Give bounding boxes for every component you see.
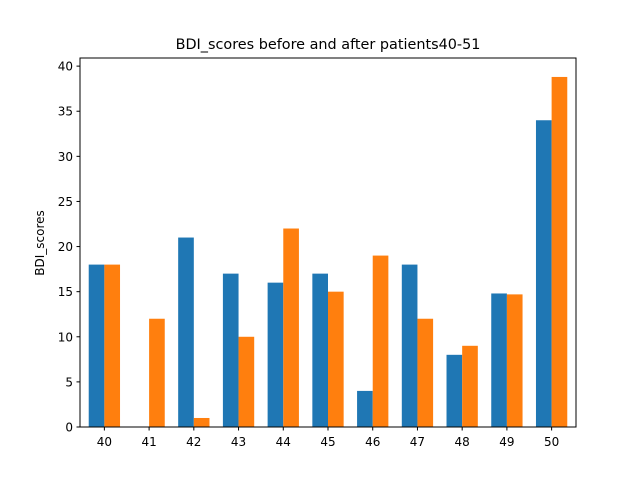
- y-tick-label: 0: [65, 421, 73, 435]
- bar-series1-47: [401, 264, 418, 427]
- bar-series1-40: [88, 264, 105, 427]
- y-tick-label: 40: [58, 60, 73, 74]
- bar-series1-42: [178, 237, 194, 427]
- bar-series2-47: [417, 318, 434, 427]
- bar-series2-45: [328, 291, 344, 427]
- x-tick-label: 45: [320, 435, 335, 449]
- plot-area: 40 41 42 43 44 45 46 47 48 49 50 0 5 10 15 20 25 30 35 40: [58, 57, 577, 449]
- chart-title: BDI_scores before and after patients40-5…: [176, 37, 481, 53]
- bar-series1-48: [446, 354, 463, 427]
- bar-series2-42: [193, 417, 210, 427]
- bar-series2-41: [149, 318, 165, 427]
- bar-series1-43: [222, 273, 239, 427]
- bar-series2-40: [104, 264, 121, 427]
- bar-series2-43: [238, 336, 255, 427]
- y-tick-label: 10: [58, 330, 73, 344]
- y-tick-label: 15: [58, 285, 73, 299]
- plot-frame: [79, 57, 577, 428]
- x-tick-label: 48: [455, 435, 470, 449]
- y-tick-label: 25: [58, 195, 73, 209]
- y-tick-label: 35: [58, 105, 73, 119]
- y-axis-label: BDI_scores: [33, 210, 47, 276]
- bar-series1-45: [312, 273, 328, 427]
- x-tick-label: 49: [499, 435, 514, 449]
- bar-series2-44: [283, 228, 299, 427]
- y-tick-label: 5: [65, 375, 73, 389]
- bar-series1-44: [267, 282, 284, 427]
- x-tick-label: 42: [186, 435, 201, 449]
- x-tick-label: 46: [365, 435, 380, 449]
- bar-series2-46: [372, 255, 389, 427]
- x-tick-label: 47: [410, 435, 425, 449]
- y-tick-label: 20: [58, 240, 73, 254]
- bar-series2-49: [506, 294, 523, 427]
- bar-series1-46: [357, 390, 373, 427]
- bar-series1-49: [491, 293, 507, 427]
- x-tick-label: 43: [231, 435, 246, 449]
- bar-series2-48: [462, 345, 478, 427]
- x-tick-label: 44: [276, 435, 291, 449]
- x-tick-label: 40: [97, 435, 112, 449]
- y-tick-label: 30: [58, 150, 73, 164]
- x-tick-label: 50: [544, 435, 559, 449]
- x-tick-label: 41: [141, 435, 156, 449]
- bar-series1-50: [535, 120, 552, 427]
- bar-series2-50: [551, 76, 568, 427]
